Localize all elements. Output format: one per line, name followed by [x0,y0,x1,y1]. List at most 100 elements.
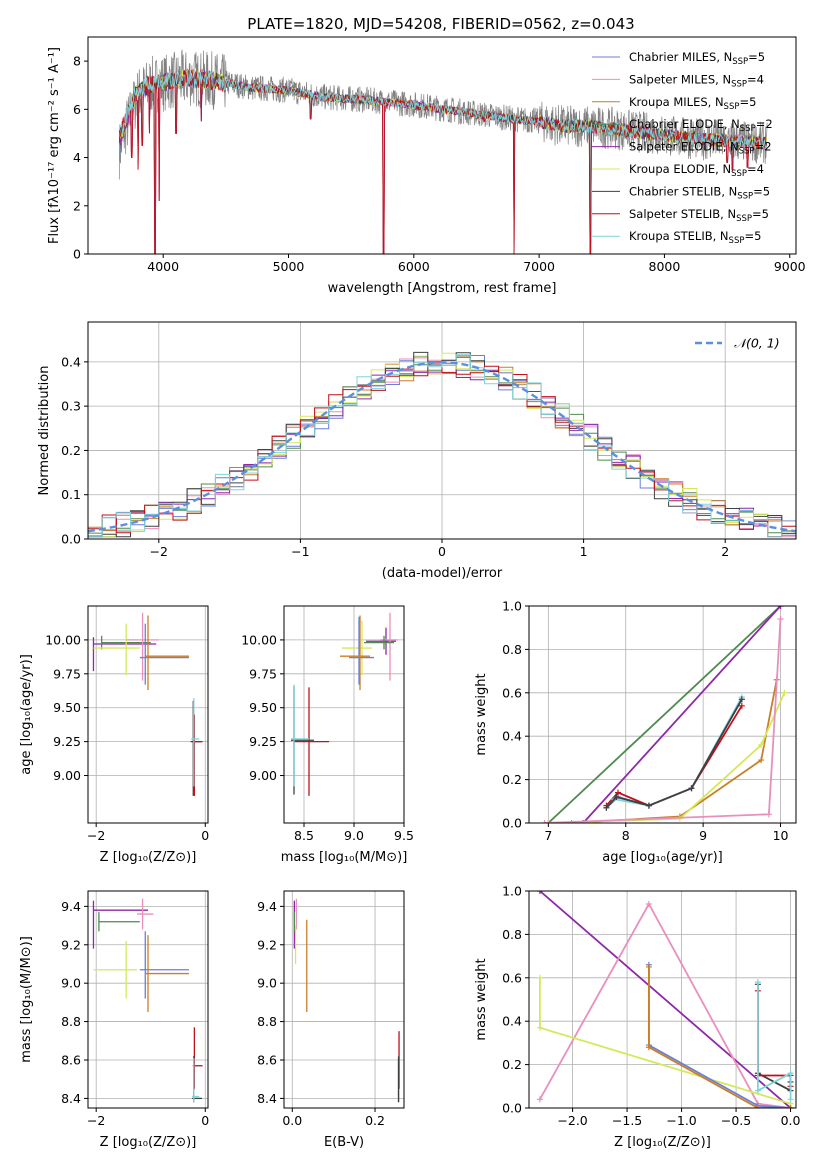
x-tick-label: 0 [438,544,446,559]
data-point [139,931,189,999]
axes-frame [283,605,405,824]
y-tick-label: 9.0 [61,976,81,991]
x-tick-label: 8.5 [294,828,314,843]
y-tick-label: 1.0 [502,599,522,614]
y-tick-label: 8.4 [61,1091,81,1106]
y-axis-label: mass [log₁₀(M/M⊙)] [19,936,34,1063]
weight-marker [758,757,765,764]
y-tick-label: 8 [73,54,81,69]
y-axis-label: Normed distribution [37,366,52,496]
weight-line-1 [539,902,791,1108]
x-tick-label: −0.5 [721,1113,751,1128]
x-axis-label: age [log₁₀(age/yr)] [602,850,723,865]
axes-frame [87,36,797,255]
y-tick-label: 0.2 [61,443,81,458]
plot-area-spectrum [118,49,768,254]
y-tick-label: 0.8 [502,927,522,942]
y-tick-label: 4 [73,150,81,165]
y-tick-label: 8.8 [257,1014,277,1029]
legend-entry: Chabrier ELODIE, NSSP=2 [629,117,773,134]
y-tick-label: 0.4 [61,354,81,369]
weight-marker [615,789,621,796]
plot-area-residuals [88,351,796,538]
weight-marker [777,606,784,609]
y-tick-label: 9.00 [53,768,81,783]
legend-entry: Chabrier MILES, NSSP=5 [629,50,765,67]
y-tick-label: 8.6 [257,1052,277,1067]
plot-area-age-vs-z [92,612,203,796]
weight-line-4 [582,606,782,823]
panel-residuals: −2 −1 0 1 2 0.0 0.1 0.2 0.3 0.4 (data-model)/error… [37,321,797,581]
weight-marker [738,696,745,703]
y-tick-label: 10.00 [45,632,81,647]
x-tick-label: 0.2 [365,1113,385,1128]
x-tick-label: −2 [87,1113,105,1128]
weight-marker [613,793,620,800]
histogram-8 [88,354,796,538]
y-tick-label: 0.2 [502,1057,522,1072]
y-tick-label: 0.6 [502,685,522,700]
weight-marker [777,616,784,623]
x-axis-label: E(B-V) [324,1135,364,1150]
data-point [190,700,202,796]
x-axis-label: mass [log₁₀(M/M⊙)] [281,850,408,865]
data-point [291,684,309,787]
axes-frame [87,890,209,1109]
weight-marker [645,963,652,970]
y-tick-label: 9.50 [53,700,81,715]
data-point [342,620,372,676]
x-axis-label: Z [log₁₀(Z/Z⊙)] [100,1135,197,1150]
weight-line-4 [539,891,792,1108]
plot-area-mass-vs-ebv [293,898,400,1103]
weight-marker [536,1096,543,1103]
legend-entry: Salpeter MILES, NSSP=4 [629,72,764,89]
x-tick-label: −2.0 [557,1113,587,1128]
y-tick-label: 2 [73,198,81,213]
weight-marker [603,804,610,811]
x-tick-label: −1.5 [612,1113,642,1128]
y-tick-label: 10.00 [241,632,277,647]
axes-frame [283,890,405,1109]
weight-marker [545,820,552,823]
x-tick-label: −2 [87,828,105,843]
panel-mass-vs-ebv: 0.0 0.2 8.4 8.6 8.8 9.0 9.2 9.4 E(B-V) [257,890,405,1150]
y-tick-label: 0.2 [502,772,522,787]
x-tick-label: 7000 [523,259,555,274]
normal-curve [88,361,796,533]
weight-line-0 [605,698,743,809]
y-tick-label: 9.75 [53,666,81,681]
y-tick-label: 0.1 [61,487,81,502]
y-tick-label: 0.0 [61,532,81,547]
data-point [191,698,200,787]
weight-marker [738,702,745,709]
weight-marker [781,689,788,696]
data-point [93,623,140,676]
legend-entry: Kroupa MILES, NSSP=5 [629,95,756,112]
data-point [98,912,140,932]
y-tick-label: 0.3 [61,399,81,414]
y-axis-label: mass weight [474,958,489,1040]
weight-marker [787,1105,794,1108]
y-tick-label: 0.4 [502,1014,522,1029]
weight-marker [536,974,543,981]
weight-marker [758,741,765,748]
y-tick-label: 8.8 [61,1014,81,1029]
plot-area-weight-vs-z [536,891,794,1108]
panel-weight-vs-z: −2.0 −1.5 −1.0 −0.5 0.0 0.0 0.2 0.4 0.6 0.8 1.0 Z [… [474,884,801,1151]
y-tick-label: 9.0 [257,976,277,991]
weight-marker [754,979,761,986]
panel-age-vs-z: −2 0 9.00 9.25 9.50 9.75 10.00 Z [log₁₀(Z/Z⊙)] a… [19,605,209,865]
x-tick-label: 10 [773,828,789,843]
y-tick-label: 0.4 [502,729,522,744]
data-point [366,627,396,655]
histogram-7 [88,362,796,538]
data-point [92,900,148,949]
plot-area-age-vs-mass [291,612,398,796]
weight-marker [754,1087,761,1094]
y-tick-label: 8.6 [61,1052,81,1067]
panel-mass-vs-z: −2 0 8.4 8.6 8.8 9.0 9.2 9.4 Z [log₁₀(Z/Z⊙)] mass… [19,890,209,1150]
data-point [364,635,394,650]
weight-line-6 [605,698,743,809]
y-tick-label: 8.4 [257,1091,277,1106]
panels: 4000 5000 6000 7000 8000 900002468wavelength … [19,36,806,1151]
